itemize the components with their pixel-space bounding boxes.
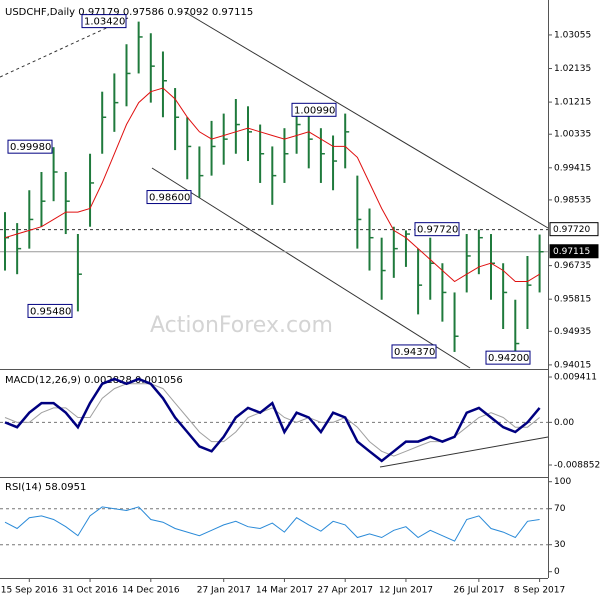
y-tick-label: 1.03055 (554, 30, 591, 40)
y-tick-label: 0 (554, 567, 560, 577)
macd-title: MACD(12,26,9) 0.002828 0.001056 (5, 375, 183, 386)
y-tick-label: 70 (554, 504, 566, 514)
x-tick-label: 31 Oct 2016 (62, 586, 118, 596)
annotation-label: 0.94200 (488, 353, 529, 364)
price-axis-box (549, 244, 599, 259)
y-tick-label: 0.94935 (554, 327, 591, 337)
watermark: ActionForex.com (150, 313, 333, 338)
y-tick-label: 0.009411 (554, 373, 597, 383)
y-tick-label: 0.94015 (554, 360, 591, 370)
y-tick-label: 1.00335 (554, 130, 591, 140)
annotation-label: 0.95480 (30, 306, 71, 317)
channel-line (151, 167, 471, 369)
y-tick-label: 0.95815 (554, 295, 591, 305)
macd-line (4, 377, 541, 463)
annotation-box (391, 344, 437, 359)
annotation-label: 1.03420 (84, 17, 125, 28)
y-tick-label: -0.008852 (554, 461, 600, 471)
y-tick-label: 0.00 (554, 418, 574, 428)
y-tick-label: 0.96735 (554, 261, 591, 271)
x-tick-label: 12 Jun 2017 (379, 586, 433, 596)
price-axis-label: 0.97115 (553, 247, 590, 257)
x-tick-label: 26 Jul 2017 (453, 586, 504, 596)
annotation-label: 0.99980 (10, 142, 51, 153)
y-tick-label: 1.01215 (554, 98, 591, 108)
y-tick-label: 0.99415 (554, 163, 591, 173)
annotation-label: 0.98600 (149, 193, 190, 204)
price-axis-box (549, 222, 599, 237)
price-axis-label: 0.97720 (553, 225, 590, 235)
x-tick-label: 14 Mar 2017 (256, 586, 313, 596)
annotation-label: 1.00990 (294, 105, 335, 116)
y-tick-label: 30 (554, 540, 566, 550)
moving-average (4, 87, 540, 283)
annotation-label: 0.94370 (394, 347, 435, 358)
rsi-line (4, 506, 540, 542)
macd-trend-line (379, 436, 549, 468)
x-tick-label: 8 Sep 2017 (514, 586, 565, 596)
y-tick-label: 1.02135 (554, 64, 591, 74)
x-tick-label: 14 Dec 2016 (122, 586, 180, 596)
annotation-box (27, 303, 73, 318)
annotation-box (291, 102, 337, 117)
annotation-label: 0.97720 (417, 225, 458, 236)
annotation-box (81, 14, 127, 29)
chart-title: USDCHF,Daily 0.97179 0.97586 0.97092 0.9… (5, 7, 253, 18)
annotation-box (485, 350, 531, 365)
channel-line (184, 11, 549, 229)
annotation-box (7, 139, 53, 154)
y-tick-label: 100 (554, 477, 571, 487)
annotation-box (414, 222, 460, 237)
y-tick-label: 0.98535 (554, 195, 591, 205)
rsi-title: RSI(14) 58.0951 (5, 482, 86, 493)
x-tick-label: 27 Apr 2017 (317, 586, 373, 596)
annotation-box (146, 190, 192, 205)
x-tick-label: 27 Jan 2017 (197, 586, 251, 596)
x-tick-label: 15 Sep 2016 (1, 586, 58, 596)
